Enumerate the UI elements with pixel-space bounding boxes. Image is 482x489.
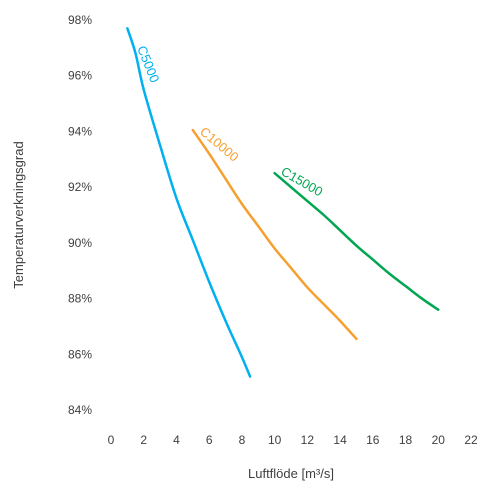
y-tick-label: 88% <box>68 292 92 306</box>
x-tick-label: 6 <box>206 433 213 447</box>
x-tick-label: 2 <box>140 433 147 447</box>
y-tick-label: 92% <box>68 180 92 194</box>
y-tick-label: 98% <box>68 13 92 27</box>
y-tick-label: 84% <box>68 403 92 417</box>
series-line-c10000 <box>191 128 358 341</box>
y-tick-labels: 84% 86% 88% 90% 92% 94% 96% 98% <box>68 13 92 417</box>
y-tick-label: 86% <box>68 347 92 361</box>
series-line-c15000 <box>273 171 440 311</box>
x-tick-label: 18 <box>399 433 413 447</box>
x-tick-label: 12 <box>301 433 315 447</box>
y-tick-label: 96% <box>68 69 92 83</box>
x-tick-label: 8 <box>239 433 246 447</box>
x-tick-label: 14 <box>333 433 347 447</box>
x-tick-label: 4 <box>173 433 180 447</box>
y-tick-label: 94% <box>68 124 92 138</box>
x-tick-label: 22 <box>464 433 478 447</box>
y-tick-label: 90% <box>68 236 92 250</box>
y-axis-title: Temperaturverkningsgrad <box>11 141 26 288</box>
x-axis-title: Luftflöde [m³/s] <box>248 466 334 481</box>
series-lines <box>126 27 440 378</box>
x-tick-labels: 0 2 4 6 8 10 12 14 16 18 20 22 <box>108 433 478 447</box>
x-tick-label: 20 <box>432 433 446 447</box>
x-tick-label: 10 <box>268 433 282 447</box>
x-tick-label: 0 <box>108 433 115 447</box>
x-tick-label: 16 <box>366 433 380 447</box>
series-line-c5000 <box>126 27 252 378</box>
